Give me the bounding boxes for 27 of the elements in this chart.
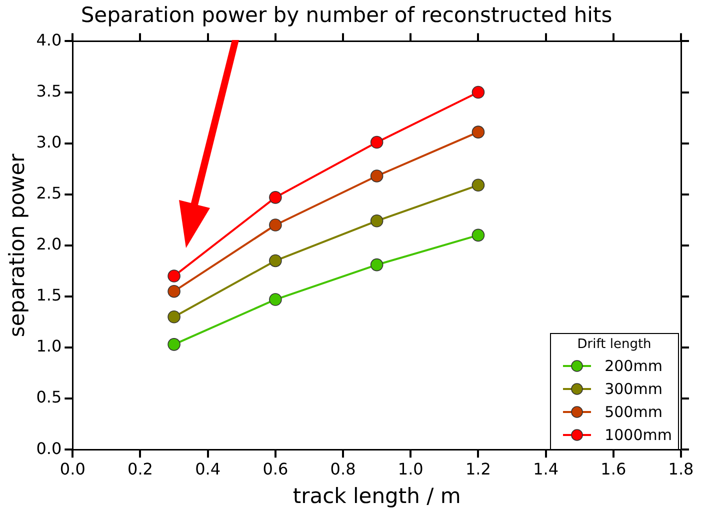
y-tick-label: 1.5 — [36, 286, 62, 305]
x-tick-label: 0.4 — [195, 459, 221, 478]
y-tick-label: 3.5 — [36, 81, 62, 100]
x-tick-label: 1.0 — [398, 459, 424, 478]
y-axis-title: separation power — [5, 153, 30, 338]
y-tick-label: 0.5 — [36, 388, 62, 407]
x-tick-label: 1.8 — [668, 459, 694, 478]
y-tick-label: 2.0 — [36, 234, 62, 254]
x-tick-label: 0.6 — [262, 459, 288, 478]
legend-label: 500mm — [604, 402, 662, 420]
x-tick-label: 1.6 — [600, 459, 626, 478]
legend-label: 1000mm — [604, 426, 672, 444]
y-tick-label: 1.0 — [36, 336, 62, 356]
y-tick-label: 2.5 — [36, 184, 62, 203]
x-axis-title: track length / m — [292, 484, 461, 508]
y-tick-label: 3.0 — [36, 132, 62, 152]
x-tick-label: 0.2 — [128, 459, 153, 478]
legend-label: 300mm — [604, 380, 662, 398]
x-tick-label: 0.8 — [330, 459, 356, 478]
x-tick-label: 1.4 — [533, 459, 559, 478]
legend-title: Drift length — [576, 337, 652, 352]
x-tick-label: 0.0 — [60, 459, 86, 478]
chart-title: Separation power by number of reconstructed hits — [80, 3, 612, 28]
x-tick-label: 1.2 — [465, 459, 491, 478]
y-tick-label: 0.0 — [36, 438, 62, 458]
legend-label: 200mm — [604, 356, 662, 374]
y-tick-label: 4.0 — [36, 30, 62, 50]
